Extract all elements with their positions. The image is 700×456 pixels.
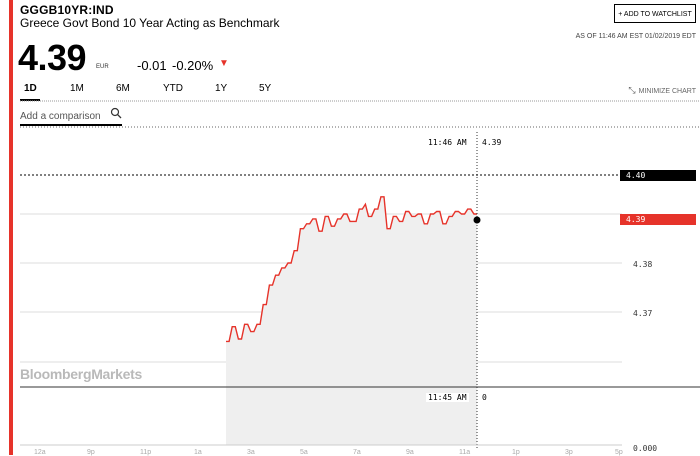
x-tick-label: 1p xyxy=(512,449,520,456)
y-tick-label: 4.37 xyxy=(633,309,653,318)
add-comparison-input[interactable] xyxy=(20,111,102,122)
x-tick-label: 5p xyxy=(615,449,623,456)
add-to-watchlist-button[interactable]: + ADD TO WATCHLIST xyxy=(614,4,696,23)
x-tick-label: 11p xyxy=(140,449,152,456)
bloomberg-markets-watermark: BloombergMarkets xyxy=(20,366,143,382)
percent-change: -0.20% xyxy=(172,58,214,73)
last-price: 4.39 xyxy=(18,37,87,78)
tab-5y[interactable]: 5Y xyxy=(259,83,272,94)
ticker-symbol: GGGB10YR:IND xyxy=(20,3,114,17)
tab-ytd[interactable]: YTD xyxy=(163,83,183,94)
x-tick-label: 9p xyxy=(87,449,95,456)
comparison-search xyxy=(20,106,122,126)
tab-1y[interactable]: 1Y xyxy=(215,83,228,94)
price-change: -0.01 xyxy=(137,58,167,73)
as-of-timestamp: AS OF 11:46 AM EST 01/02/2019 EDT xyxy=(575,33,696,40)
currency-label: EUR xyxy=(96,64,109,70)
x-tick-label: 3p xyxy=(565,449,573,456)
price-area-fill xyxy=(226,196,477,445)
y-tick-label: 4.38 xyxy=(633,260,653,269)
price-line xyxy=(226,196,477,343)
x-tick-label: 11a xyxy=(459,449,471,456)
crosshair-time-bottom: 11:45 AM xyxy=(426,393,469,402)
collapse-arrows-icon: ⤡ xyxy=(628,85,636,95)
tab-1m[interactable]: 1M xyxy=(70,83,84,94)
minimize-chart-label: MINIMIZE CHART xyxy=(638,88,696,95)
tab-6m[interactable]: 6M xyxy=(116,83,130,94)
search-icon[interactable] xyxy=(110,107,122,119)
left-accent-bar xyxy=(9,0,13,455)
down-triangle-icon: ▼ xyxy=(219,58,229,69)
current-price-dot xyxy=(473,216,481,224)
crosshair-value-top: 4.39 xyxy=(480,138,504,147)
active-tab-indicator xyxy=(20,99,40,101)
high-value-tag: 4.40 xyxy=(620,170,696,181)
x-tick-label: 1a xyxy=(194,449,202,456)
x-tick-label: 5a xyxy=(300,449,308,456)
tab-1d[interactable]: 1D xyxy=(24,83,37,94)
crosshair-time-top: 11:46 AM xyxy=(426,138,469,147)
crosshair-value-bottom: 0 xyxy=(480,393,489,402)
minimize-chart-button[interactable]: ⤡ MINIMIZE CHART xyxy=(628,85,696,96)
x-tick-label: 9a xyxy=(406,449,414,456)
x-tick-label: 12a xyxy=(34,449,46,456)
y-tick-label: 0.000 xyxy=(633,444,658,453)
x-tick-label: 7a xyxy=(353,449,361,456)
current-value-tag: 4.39 xyxy=(620,214,696,225)
security-name: Greece Govt Bond 10 Year Acting as Bench… xyxy=(20,16,280,30)
x-tick-label: 3a xyxy=(247,449,255,456)
